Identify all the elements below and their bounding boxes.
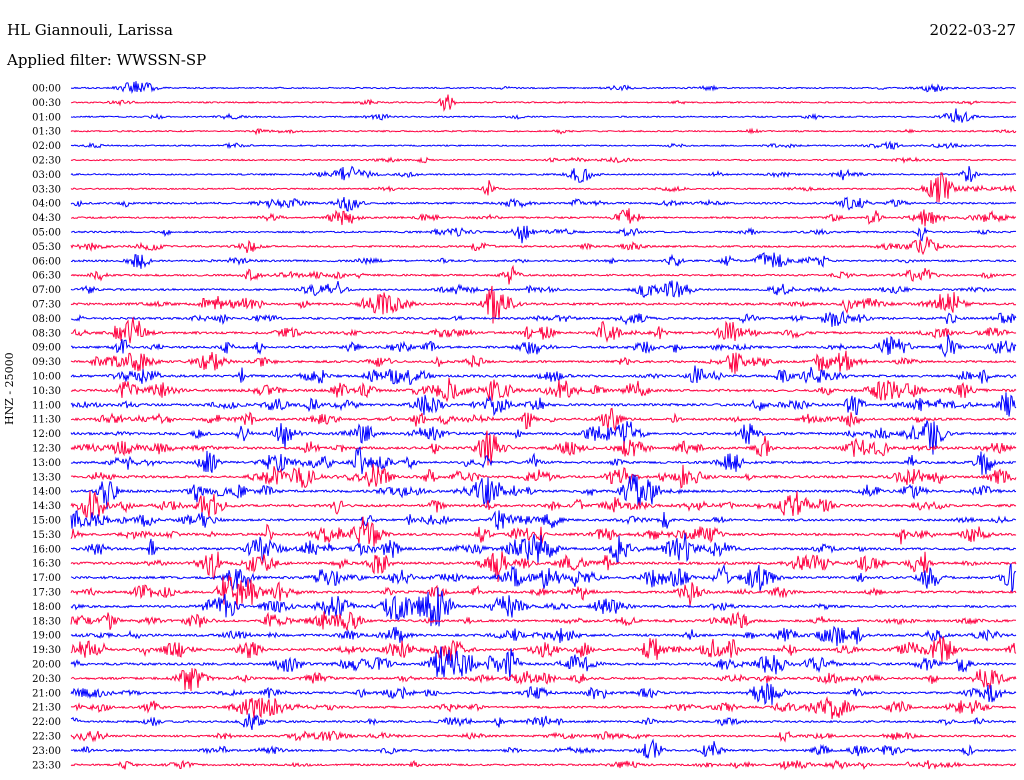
trace-line — [70, 551, 1017, 583]
time-tick-label: 04:30 — [32, 213, 61, 224]
trace-line — [70, 533, 1017, 564]
trace-line — [70, 165, 1017, 183]
trace-line — [70, 695, 1017, 720]
time-tick-label: 12:30 — [32, 444, 61, 455]
trace-line — [70, 365, 1017, 386]
trace-line — [70, 350, 1017, 374]
trace-line — [70, 236, 1017, 256]
time-tick-label: 13:00 — [32, 458, 61, 469]
trace-line — [70, 646, 1017, 681]
trace-line — [70, 668, 1017, 692]
trace-line — [70, 225, 1017, 244]
trace-line — [70, 474, 1017, 510]
time-tick-label: 00:00 — [32, 84, 61, 95]
time-tick-label: 00:30 — [32, 98, 61, 109]
time-tick-label: 01:30 — [32, 127, 61, 138]
trace-line — [70, 285, 1017, 324]
trace-line — [70, 636, 1017, 663]
trace-line — [70, 575, 1017, 609]
time-tick-label: 14:00 — [32, 487, 61, 498]
trace-line — [70, 730, 1017, 743]
trace-line — [70, 264, 1017, 285]
time-tick-label: 02:00 — [32, 141, 61, 152]
trace-line — [71, 208, 1017, 227]
time-tick-label: 06:30 — [32, 271, 61, 282]
trace-line — [70, 81, 1017, 94]
trace-line — [70, 510, 1017, 530]
time-tick-label: 07:30 — [32, 300, 61, 311]
trace-line — [70, 759, 1017, 771]
time-tick-label: 17:00 — [32, 573, 61, 584]
time-tick-label: 01:00 — [32, 112, 61, 123]
time-tick-label: 17:30 — [32, 588, 61, 599]
time-tick-label: 14:30 — [32, 501, 61, 512]
trace-line — [70, 196, 1017, 212]
trace-line — [70, 490, 1017, 519]
time-tick-label: 22:30 — [32, 732, 61, 743]
time-tick-label: 21:30 — [32, 703, 61, 714]
time-tick-label: 23:30 — [32, 760, 61, 771]
trace-line — [70, 625, 1017, 647]
time-tick-label: 10:00 — [32, 372, 61, 383]
trace-line — [70, 252, 1017, 269]
station-title: HL Giannouli, Larissa — [7, 21, 173, 39]
trace-line — [70, 377, 1017, 403]
trace-line — [70, 713, 1017, 731]
time-tick-label: 03:00 — [32, 170, 61, 181]
trace-line — [70, 516, 1017, 547]
trace-line — [70, 310, 1017, 327]
time-tick-label: 08:30 — [32, 328, 61, 339]
time-tick-label: 02:30 — [32, 156, 61, 167]
trace-line — [70, 611, 1016, 631]
time-tick-label: 04:00 — [32, 199, 61, 210]
trace-line — [70, 587, 1017, 627]
trace-line — [70, 172, 1017, 203]
time-tick-label: 18:30 — [32, 616, 61, 627]
time-tick-label: 09:30 — [32, 357, 61, 368]
trace-line — [70, 392, 1017, 417]
trace-line — [70, 127, 1017, 136]
time-tick-label: 16:00 — [32, 544, 61, 555]
date-label: 2022-03-27 — [929, 21, 1016, 39]
trace-line — [70, 108, 1017, 124]
trace-line — [70, 317, 1017, 344]
trace-line — [70, 463, 1017, 489]
time-tick-label: 07:00 — [32, 285, 61, 296]
time-tick-label: 03:30 — [32, 184, 61, 195]
time-tick-label: 10:30 — [32, 386, 61, 397]
trace-line — [70, 446, 1017, 475]
trace-line — [70, 683, 1017, 706]
time-tick-label: 19:00 — [32, 631, 61, 642]
time-tick-label: 06:00 — [32, 256, 61, 267]
time-tick-label: 16:30 — [32, 559, 61, 570]
trace-line — [70, 334, 1017, 358]
time-tick-label: 20:30 — [32, 674, 61, 685]
time-tick-label: 05:00 — [32, 228, 61, 239]
trace-line — [70, 420, 1017, 455]
time-tick-label: 12:00 — [32, 429, 61, 440]
trace-line — [70, 140, 1017, 150]
trace-line — [70, 738, 1017, 759]
filter-label: Applied filter: WWSSN-SP — [7, 51, 207, 69]
trace-line — [70, 407, 1017, 432]
time-tick-label: 09:00 — [32, 343, 61, 354]
time-tick-label: 05:30 — [32, 242, 61, 253]
time-tick-label: 18:00 — [32, 602, 61, 613]
trace-line — [70, 94, 1017, 112]
time-tick-label: 08:00 — [32, 314, 61, 325]
time-tick-label: 11:30 — [32, 415, 61, 426]
trace-line — [70, 156, 1017, 164]
time-tick-label: 22:00 — [32, 717, 61, 728]
time-tick-label: 11:00 — [32, 400, 61, 411]
time-tick-label: 23:00 — [32, 746, 61, 757]
time-tick-label: 15:30 — [32, 530, 61, 541]
time-tick-label: 13:30 — [32, 472, 61, 483]
time-tick-label: 19:30 — [32, 645, 61, 656]
time-tick-label: 20:00 — [32, 660, 61, 671]
trace-line — [70, 430, 1017, 466]
time-tick-label: 21:00 — [32, 688, 61, 699]
time-tick-label: 15:00 — [32, 516, 61, 527]
trace-line — [70, 280, 1017, 299]
